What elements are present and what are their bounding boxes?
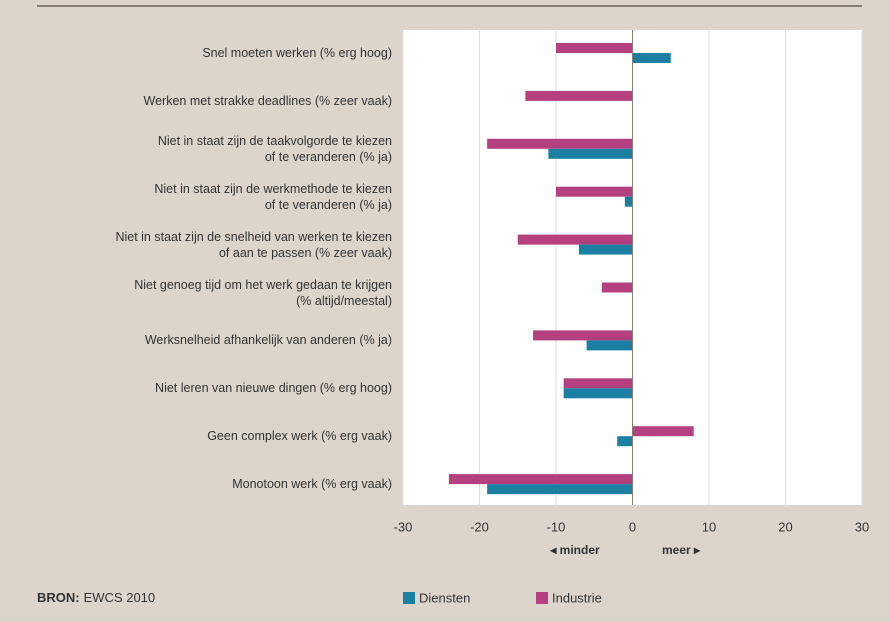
bar <box>556 43 633 53</box>
legend-swatch <box>403 592 415 604</box>
bar <box>517 234 633 245</box>
category-label: Niet in staat zijn de taakvolgorde te ki… <box>157 133 392 164</box>
bar <box>563 388 633 399</box>
category-label: Monotoon werk (% erg vaak) <box>232 477 392 492</box>
x-tick-label: -30 <box>394 519 413 534</box>
bar <box>533 330 633 341</box>
legend-label: Industrie <box>552 590 602 605</box>
bar <box>556 186 633 197</box>
x-tick-label: 0 <box>629 519 636 534</box>
bar <box>624 196 633 207</box>
category-label: Niet leren van nieuwe dingen (% erg hoog… <box>155 381 392 396</box>
legend-swatch <box>536 592 548 604</box>
source: BRON: EWCS 2010 <box>37 590 155 605</box>
x-tick-label: 30 <box>855 519 869 534</box>
bar <box>548 148 633 159</box>
category-label: Niet genoeg tijd om het werk gedaan te k… <box>134 277 392 308</box>
bar <box>632 53 671 63</box>
category-label: Niet in staat zijn de snelheid van werke… <box>115 229 392 260</box>
bar <box>578 244 633 255</box>
bar <box>632 426 694 437</box>
x-tick-label: 10 <box>702 519 716 534</box>
annotation: meer ▸ <box>662 543 701 557</box>
legend-label: Diensten <box>419 590 470 605</box>
category-label: Niet in staat zijn de werkmethode te kie… <box>154 181 392 212</box>
category-label: Werken met strakke deadlines (% zeer vaa… <box>143 93 392 108</box>
annotation: ◂ minder <box>549 543 600 557</box>
category-label: Werksnelheid afhankelijk van anderen (% … <box>144 333 392 348</box>
bar <box>448 474 633 485</box>
category-label: Geen complex werk (% erg vaak) <box>207 429 392 444</box>
x-tick-label: 20 <box>778 519 792 534</box>
bar <box>617 436 633 447</box>
bar <box>601 282 633 293</box>
bar <box>525 90 633 101</box>
source-text: EWCS 2010 <box>84 590 156 605</box>
bar <box>586 340 633 351</box>
x-tick-label: -10 <box>547 519 566 534</box>
bar <box>487 138 633 149</box>
source-label: BRON: <box>37 590 80 605</box>
x-tick-label: -20 <box>470 519 489 534</box>
category-label: Snel moeten werken (% erg hoog) <box>202 46 392 60</box>
bar <box>487 484 633 495</box>
bar <box>563 378 633 389</box>
